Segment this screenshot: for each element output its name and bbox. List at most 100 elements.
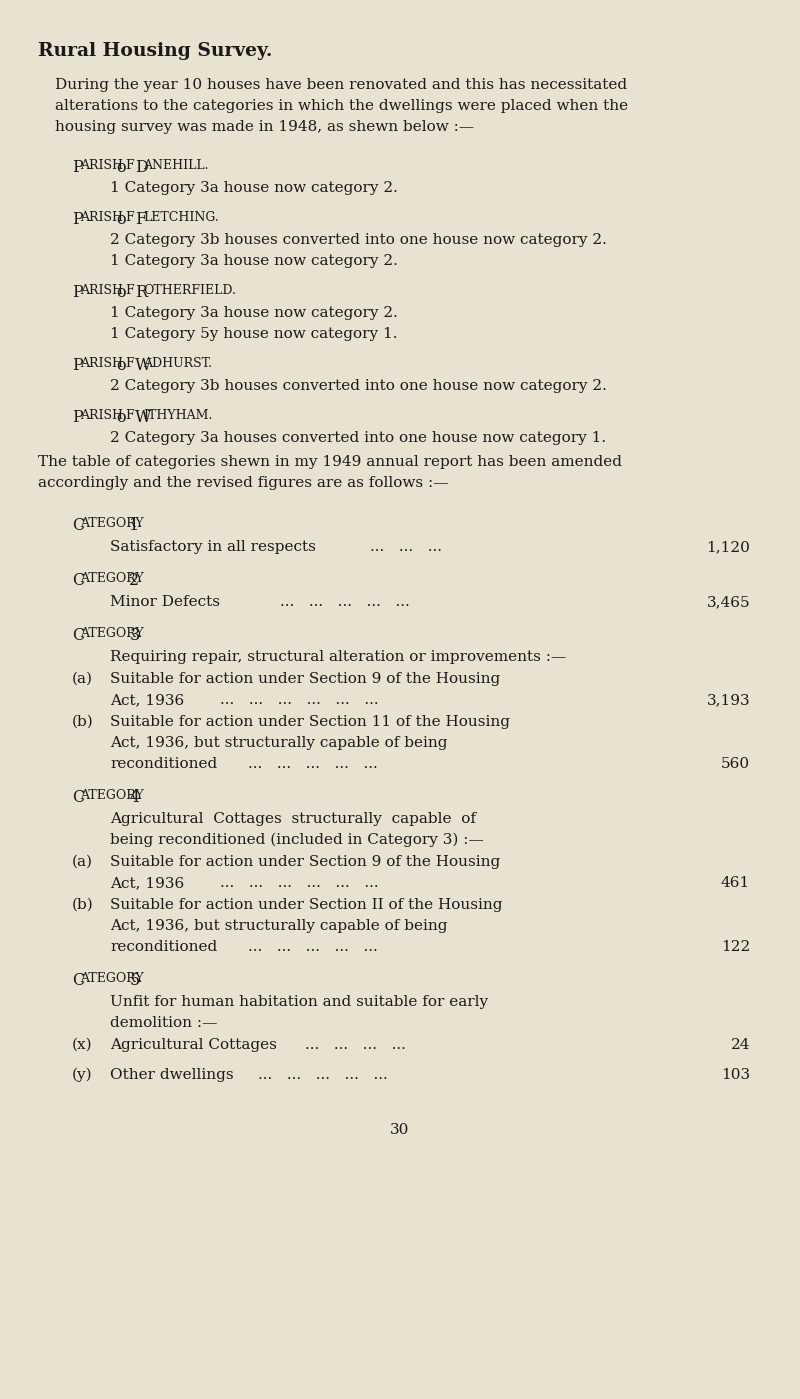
Text: ATEGORY: ATEGORY bbox=[80, 627, 144, 639]
Text: 3,465: 3,465 bbox=[706, 595, 750, 609]
Text: C: C bbox=[72, 572, 84, 589]
Text: .: . bbox=[138, 572, 142, 585]
Text: accordingly and the revised figures are as follows :—: accordingly and the revised figures are … bbox=[38, 476, 449, 490]
Text: (x): (x) bbox=[72, 1038, 93, 1052]
Text: 4: 4 bbox=[130, 789, 139, 806]
Text: OTHERFIELD.: OTHERFIELD. bbox=[143, 284, 237, 297]
Text: P: P bbox=[72, 211, 82, 228]
Text: ...   ...   ...   ...   ...: ... ... ... ... ... bbox=[280, 595, 410, 609]
Text: C: C bbox=[72, 518, 84, 534]
Text: Rural Housing Survey.: Rural Housing Survey. bbox=[38, 42, 272, 60]
Text: 3: 3 bbox=[130, 627, 140, 644]
Text: being reconditioned (included in Category 3) :—: being reconditioned (included in Categor… bbox=[110, 832, 484, 848]
Text: o: o bbox=[117, 284, 126, 301]
Text: F: F bbox=[125, 159, 134, 172]
Text: o: o bbox=[117, 211, 126, 228]
Text: Minor Defects: Minor Defects bbox=[110, 595, 220, 609]
Text: D: D bbox=[135, 159, 148, 176]
Text: During the year 10 houses have been renovated and this has necessitated: During the year 10 houses have been reno… bbox=[55, 78, 627, 92]
Text: Act, 1936: Act, 1936 bbox=[110, 693, 184, 706]
Text: ATEGORY: ATEGORY bbox=[80, 789, 144, 802]
Text: 3,193: 3,193 bbox=[706, 693, 750, 706]
Text: housing survey was made in 1948, as shewn below :—: housing survey was made in 1948, as shew… bbox=[55, 120, 474, 134]
Text: 1 Category 3a house now category 2.: 1 Category 3a house now category 2. bbox=[110, 306, 398, 320]
Text: W: W bbox=[135, 409, 152, 427]
Text: 2 Category 3a houses converted into one house now category 1.: 2 Category 3a houses converted into one … bbox=[110, 431, 606, 445]
Text: 1 Category 5y house now category 1.: 1 Category 5y house now category 1. bbox=[110, 327, 398, 341]
Text: ATEGORY: ATEGORY bbox=[80, 972, 144, 985]
Text: 24: 24 bbox=[730, 1038, 750, 1052]
Text: ...   ...   ...: ... ... ... bbox=[370, 540, 442, 554]
Text: Agricultural Cottages: Agricultural Cottages bbox=[110, 1038, 277, 1052]
Text: 2 Category 3b houses converted into one house now category 2.: 2 Category 3b houses converted into one … bbox=[110, 379, 607, 393]
Text: Agricultural  Cottages  structurally  capable  of: Agricultural Cottages structurally capab… bbox=[110, 811, 476, 825]
Text: o: o bbox=[117, 357, 126, 374]
Text: reconditioned: reconditioned bbox=[110, 940, 218, 954]
Text: Act, 1936, but structurally capable of being: Act, 1936, but structurally capable of b… bbox=[110, 919, 447, 933]
Text: ARISH: ARISH bbox=[80, 159, 123, 172]
Text: F: F bbox=[135, 211, 146, 228]
Text: ...   ...   ...   ...   ...: ... ... ... ... ... bbox=[248, 757, 378, 771]
Text: ...   ...   ...   ...   ...   ...: ... ... ... ... ... ... bbox=[220, 876, 378, 890]
Text: (b): (b) bbox=[72, 715, 94, 729]
Text: C: C bbox=[72, 789, 84, 806]
Text: Act, 1936: Act, 1936 bbox=[110, 876, 184, 890]
Text: C: C bbox=[72, 627, 84, 644]
Text: 1 Category 3a house now category 2.: 1 Category 3a house now category 2. bbox=[110, 180, 398, 194]
Text: Act, 1936, but structurally capable of being: Act, 1936, but structurally capable of b… bbox=[110, 736, 447, 750]
Text: Unfit for human habitation and suitable for early: Unfit for human habitation and suitable … bbox=[110, 995, 488, 1009]
Text: 30: 30 bbox=[390, 1123, 410, 1137]
Text: P: P bbox=[72, 357, 82, 374]
Text: 2: 2 bbox=[130, 572, 139, 589]
Text: ITHYHAM.: ITHYHAM. bbox=[143, 409, 213, 422]
Text: 122: 122 bbox=[721, 940, 750, 954]
Text: ATEGORY: ATEGORY bbox=[80, 518, 144, 530]
Text: 461: 461 bbox=[721, 876, 750, 890]
Text: ADHURST.: ADHURST. bbox=[143, 357, 213, 369]
Text: 1: 1 bbox=[130, 518, 140, 534]
Text: W: W bbox=[135, 357, 152, 374]
Text: F: F bbox=[125, 409, 134, 422]
Text: ARISH: ARISH bbox=[80, 357, 123, 369]
Text: 1 Category 3a house now category 2.: 1 Category 3a house now category 2. bbox=[110, 255, 398, 269]
Text: Satisfactory in all respects: Satisfactory in all respects bbox=[110, 540, 316, 554]
Text: .: . bbox=[138, 972, 142, 985]
Text: ...   ...   ...   ...   ...   ...: ... ... ... ... ... ... bbox=[220, 693, 378, 706]
Text: o: o bbox=[117, 159, 126, 176]
Text: alterations to the categories in which the dwellings were placed when the: alterations to the categories in which t… bbox=[55, 99, 628, 113]
Text: Requiring repair, structural alteration or improvements :—: Requiring repair, structural alteration … bbox=[110, 651, 566, 665]
Text: .: . bbox=[138, 789, 142, 802]
Text: F: F bbox=[125, 284, 134, 297]
Text: P: P bbox=[72, 409, 82, 427]
Text: 560: 560 bbox=[721, 757, 750, 771]
Text: P: P bbox=[72, 159, 82, 176]
Text: C: C bbox=[72, 972, 84, 989]
Text: ...   ...   ...   ...   ...: ... ... ... ... ... bbox=[248, 940, 378, 954]
Text: ATEGORY: ATEGORY bbox=[80, 572, 144, 585]
Text: ...   ...   ...   ...   ...: ... ... ... ... ... bbox=[258, 1067, 388, 1081]
Text: demolition :—: demolition :— bbox=[110, 1016, 218, 1030]
Text: 2 Category 3b houses converted into one house now category 2.: 2 Category 3b houses converted into one … bbox=[110, 234, 607, 248]
Text: R: R bbox=[135, 284, 147, 301]
Text: Suitable for action under Section 9 of the Housing: Suitable for action under Section 9 of t… bbox=[110, 855, 500, 869]
Text: (a): (a) bbox=[72, 855, 93, 869]
Text: The table of categories shewn in my 1949 annual report has been amended: The table of categories shewn in my 1949… bbox=[38, 455, 622, 469]
Text: (y): (y) bbox=[72, 1067, 93, 1083]
Text: Suitable for action under Section II of the Housing: Suitable for action under Section II of … bbox=[110, 898, 502, 912]
Text: reconditioned: reconditioned bbox=[110, 757, 218, 771]
Text: 5: 5 bbox=[130, 972, 140, 989]
Text: o: o bbox=[117, 409, 126, 427]
Text: 1,120: 1,120 bbox=[706, 540, 750, 554]
Text: Suitable for action under Section 9 of the Housing: Suitable for action under Section 9 of t… bbox=[110, 672, 500, 686]
Text: Suitable for action under Section 11 of the Housing: Suitable for action under Section 11 of … bbox=[110, 715, 510, 729]
Text: (a): (a) bbox=[72, 672, 93, 686]
Text: (b): (b) bbox=[72, 898, 94, 912]
Text: F: F bbox=[125, 357, 134, 369]
Text: 103: 103 bbox=[721, 1067, 750, 1081]
Text: .: . bbox=[138, 518, 142, 530]
Text: ANEHILL.: ANEHILL. bbox=[143, 159, 209, 172]
Text: ARISH: ARISH bbox=[80, 409, 123, 422]
Text: ARISH: ARISH bbox=[80, 211, 123, 224]
Text: LETCHING.: LETCHING. bbox=[143, 211, 219, 224]
Text: P: P bbox=[72, 284, 82, 301]
